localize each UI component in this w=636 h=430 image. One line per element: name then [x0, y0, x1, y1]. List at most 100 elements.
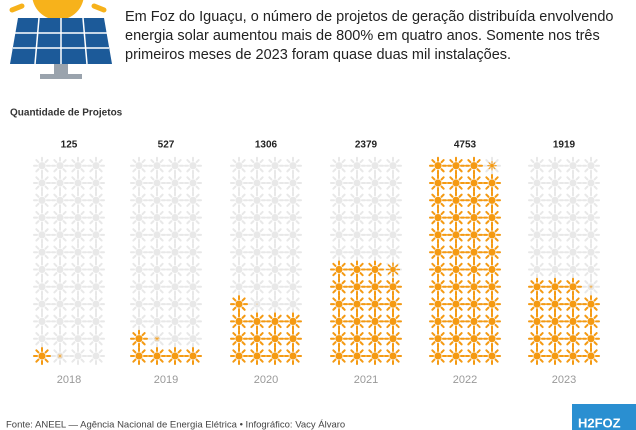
sun-ray — [98, 358, 103, 363]
sun-ray — [268, 314, 273, 319]
sun-ray — [132, 220, 137, 225]
sun-ray — [186, 220, 191, 225]
sun-ray — [286, 159, 291, 164]
filled-icon — [447, 295, 465, 314]
sun-ray — [584, 332, 589, 337]
sun-ray — [449, 323, 454, 329]
sun-core — [56, 335, 64, 343]
sun-ray — [395, 306, 400, 311]
filled-icon — [330, 260, 348, 279]
sun-ray — [250, 262, 255, 267]
empty-icon — [148, 225, 166, 244]
value-label: 125 — [61, 140, 78, 151]
empty-icon — [248, 243, 266, 262]
sun-core — [470, 300, 478, 308]
sun-ray — [350, 159, 355, 164]
sun-ray — [467, 341, 472, 346]
sun-ray — [368, 202, 373, 207]
sun-core — [156, 337, 158, 340]
sun-ray — [377, 289, 382, 294]
sun-ray — [259, 245, 264, 250]
sun-core — [135, 179, 143, 187]
sun-ray — [132, 185, 137, 190]
sun-ray — [467, 289, 472, 294]
sun-core — [390, 266, 396, 273]
sun-ray — [341, 254, 346, 259]
empty-icon — [69, 312, 87, 331]
sun-core — [74, 317, 82, 325]
sun-ray — [268, 280, 273, 285]
sun-ray — [44, 349, 49, 354]
sun-ray — [539, 245, 544, 250]
sun-core — [452, 265, 460, 274]
sun-ray — [132, 341, 137, 346]
sun-ray — [332, 176, 337, 181]
sun-ray — [431, 297, 436, 302]
sun-core — [135, 352, 143, 360]
sun-ray — [241, 314, 246, 319]
sun-ray — [80, 306, 85, 311]
empty-icon — [148, 243, 166, 262]
sun-core — [235, 248, 243, 256]
sun-core — [434, 265, 442, 274]
sun-ray — [539, 323, 544, 329]
sun-ray — [368, 193, 373, 198]
empty-icon — [528, 191, 546, 210]
sun-ray — [584, 185, 589, 190]
empty-icon — [248, 208, 266, 227]
sun-core — [253, 179, 261, 187]
sun-ray — [431, 185, 436, 190]
filled-icon — [366, 260, 384, 279]
sun-core — [587, 352, 595, 360]
sun-ray — [386, 297, 391, 302]
sun-ray — [530, 245, 535, 250]
filled-icon — [429, 295, 447, 314]
sun-core — [56, 179, 64, 187]
sun-ray — [259, 254, 264, 259]
sun-core — [488, 231, 496, 239]
sun-ray — [186, 358, 191, 363]
sun-core — [171, 248, 179, 256]
sun-core — [38, 179, 46, 187]
sun-ray — [494, 272, 499, 277]
sun-core — [389, 283, 397, 291]
filled-icon — [465, 225, 483, 244]
sun-ray — [530, 332, 535, 337]
sun-ray — [168, 220, 173, 225]
sun-ray — [53, 349, 58, 354]
sun-ray — [80, 341, 85, 346]
sun-ray — [467, 228, 472, 233]
sun-ray — [449, 228, 454, 233]
sun-ray — [368, 289, 373, 294]
sun-ray — [286, 237, 291, 242]
sun-core — [56, 317, 64, 325]
sun-ray — [277, 323, 282, 329]
sun-core — [135, 300, 143, 308]
sun-ray — [386, 306, 391, 311]
sun-core — [235, 300, 243, 308]
sun-ray — [44, 220, 49, 225]
sun-ray — [395, 349, 400, 354]
sun-ray — [150, 306, 155, 311]
sun-ray — [62, 280, 67, 285]
sun-ray — [89, 262, 94, 267]
sun-ray — [431, 289, 436, 294]
sun-ray — [359, 297, 364, 302]
sun-ray — [232, 280, 237, 285]
sun-ray — [195, 220, 200, 225]
sun-ray — [286, 332, 291, 337]
sun-core — [171, 179, 179, 187]
sun-ray — [476, 168, 481, 173]
sun-ray — [62, 332, 67, 337]
empty-icon — [582, 174, 600, 192]
sun-ray — [548, 210, 553, 216]
sun-ray — [485, 272, 490, 277]
sun-core — [488, 179, 496, 187]
sun-ray — [35, 185, 40, 190]
sun-core — [551, 179, 559, 187]
sun-ray — [268, 349, 273, 354]
empty-icon — [69, 191, 87, 210]
sun-ray — [62, 228, 67, 233]
sun-ray — [232, 168, 237, 173]
sun-ray — [593, 220, 598, 225]
